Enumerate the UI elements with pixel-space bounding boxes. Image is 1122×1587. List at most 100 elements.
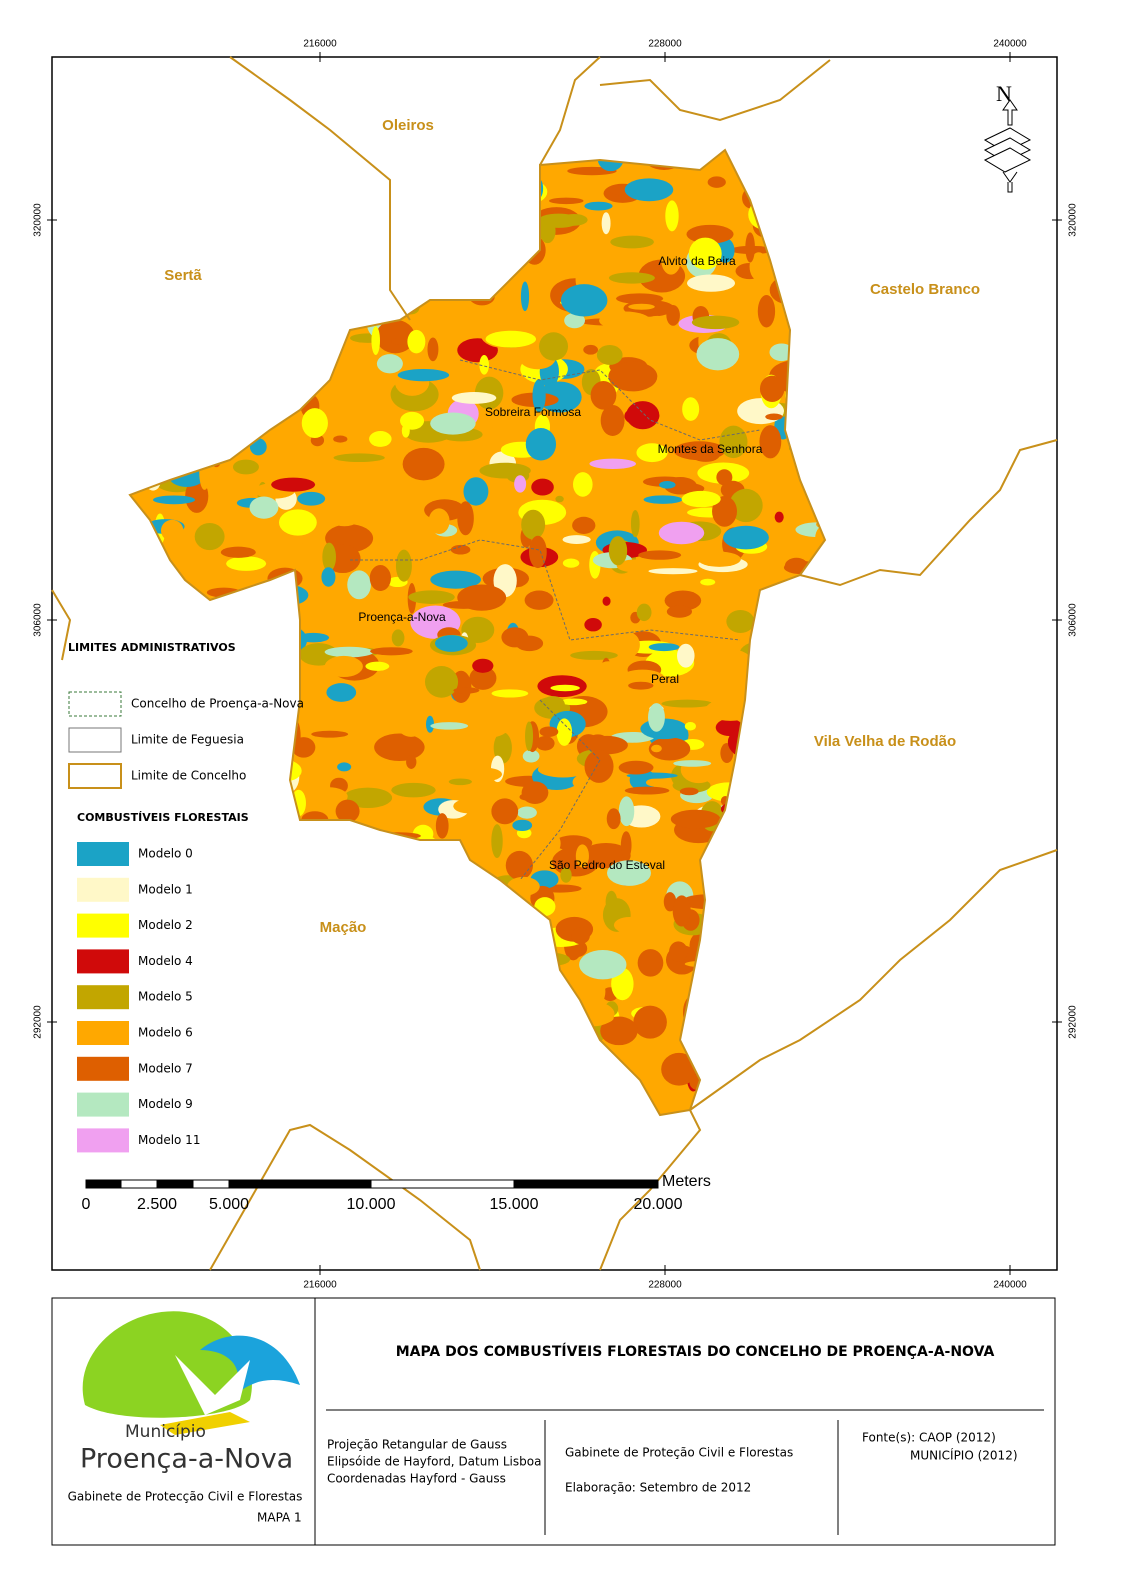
- fuel-patch: [584, 618, 602, 632]
- legend-swatch: [77, 1056, 129, 1081]
- map-title: MAPA DOS COMBUSTÍVEIS FLORESTAIS DO CONC…: [396, 1343, 995, 1360]
- fuel-patch: [326, 683, 357, 702]
- source: Fonte(s): CAOP (2012): [862, 1431, 996, 1445]
- fuel-patch: [375, 319, 415, 354]
- fuel-patch: [371, 326, 380, 355]
- fuel-patch: [559, 698, 588, 706]
- fuel-patch: [512, 819, 533, 831]
- fuel-patch: [648, 703, 665, 732]
- fuel-patch: [570, 650, 618, 660]
- fuel-patch: [535, 736, 555, 751]
- y-tick-label: 292000: [1068, 1005, 1079, 1039]
- fuel-patch: [620, 831, 632, 860]
- fuel-patch: [324, 646, 374, 658]
- fuel-patch: [333, 453, 385, 463]
- fuel-patch: [608, 361, 658, 392]
- x-tick-label: 228000: [648, 39, 682, 50]
- fuel-patch: [539, 218, 556, 244]
- fuel-patch: [365, 661, 390, 671]
- fuel-patch: [630, 509, 640, 538]
- legend-swatch: [77, 949, 129, 974]
- fuel-patch: [555, 495, 564, 503]
- scale-segment: [513, 1179, 659, 1189]
- fuel-patch: [152, 495, 196, 505]
- fuel-patch: [427, 337, 439, 362]
- parish-label: Peral: [651, 672, 679, 686]
- fuel-patch: [491, 689, 529, 698]
- fuel-patch: [645, 778, 666, 787]
- fuel-patch: [571, 927, 590, 945]
- fuel-patch: [562, 535, 591, 544]
- neighbour-label: Oleiros: [382, 117, 434, 134]
- fuel-patch: [249, 496, 279, 519]
- fuel-patch: [619, 632, 640, 658]
- north-label: N: [996, 81, 1012, 106]
- fuel-patch: [795, 522, 825, 538]
- fuel-patch: [680, 756, 717, 784]
- y-tick-label: 306000: [1068, 603, 1079, 637]
- fuel-patch: [374, 733, 425, 762]
- fuel-patch: [584, 749, 614, 783]
- fuel-patch: [397, 368, 450, 382]
- scale-label: 0: [82, 1196, 91, 1213]
- legend-swatch: [77, 842, 129, 866]
- projection: Projeção Retangular de Gauss: [327, 1438, 507, 1452]
- fuel-patch: [659, 480, 676, 489]
- fuel-patch: [435, 635, 468, 652]
- fuel-patch: [539, 726, 559, 737]
- fuel-patch: [674, 1001, 684, 1009]
- fuel-patch: [700, 578, 716, 586]
- fuel-patch: [602, 596, 611, 606]
- fuel-patch: [658, 521, 705, 545]
- fuel-patch: [501, 823, 514, 855]
- fuel-patch: [589, 458, 636, 469]
- fuel-patch: [749, 252, 768, 281]
- fuel-patch: [514, 475, 527, 493]
- fuel-patch: [461, 616, 495, 643]
- fuel-patch: [407, 329, 426, 354]
- fuel-patch: [430, 722, 469, 730]
- author-office: Gabinete de Proteção Civil e Florestas: [565, 1446, 793, 1460]
- fuel-patch: [472, 717, 509, 738]
- fuel-patch: [391, 782, 436, 798]
- fuel-patch: [321, 567, 336, 587]
- office: Gabinete de Protecção Civil e Florestas: [68, 1490, 303, 1504]
- fuel-patch: [401, 423, 410, 438]
- fuel-patch: [333, 435, 348, 443]
- fuel-patch: [628, 303, 655, 310]
- fuel-patch: [582, 975, 606, 1008]
- fuel-patch: [583, 344, 599, 355]
- scale-label: 5.000: [209, 1196, 249, 1213]
- fuel-patch: [672, 895, 691, 927]
- fuel-patch: [272, 450, 311, 483]
- fuel-patch: [524, 590, 554, 610]
- fuel-patch: [636, 443, 668, 463]
- legend-label: Modelo 2: [138, 918, 193, 932]
- fuel-patch: [525, 428, 557, 461]
- fuel-patch: [670, 809, 721, 829]
- fuel-patch: [620, 669, 665, 686]
- fuel-patch: [469, 666, 497, 690]
- y-tick-label: 306000: [33, 603, 44, 637]
- fuel-patch: [395, 549, 412, 582]
- fuel-patch: [369, 431, 392, 447]
- fuel-patch: [666, 304, 680, 326]
- fuel-patch: [369, 565, 391, 592]
- fuel-patch: [232, 459, 259, 475]
- x-tick-label: 216000: [303, 1280, 337, 1291]
- fuel-patch: [691, 315, 740, 330]
- legend-title: LIMITES ADMINISTRATIVOS: [68, 641, 236, 654]
- fuel-patch: [521, 781, 549, 805]
- fuel-patch: [335, 799, 360, 823]
- fuel-patch: [430, 570, 482, 589]
- fuel-patch: [679, 787, 699, 796]
- fuel-patch: [408, 590, 455, 604]
- fuel-patch: [376, 354, 403, 374]
- fuel-patch: [424, 666, 459, 698]
- legend-swatch: [68, 727, 122, 753]
- fuel-patch: [765, 413, 783, 421]
- logo-name: Proença-a-Nova: [80, 1444, 293, 1475]
- fuel-patch: [347, 570, 371, 600]
- scale-label: 15.000: [490, 1196, 539, 1213]
